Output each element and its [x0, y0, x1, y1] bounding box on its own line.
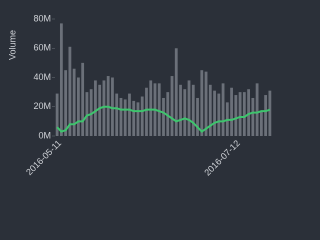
bar [191, 84, 195, 136]
line [56, 105, 271, 133]
bar [136, 102, 140, 136]
bar [64, 70, 68, 136]
bar [259, 111, 263, 136]
bar [264, 95, 268, 136]
bar [213, 90, 216, 136]
bar [174, 48, 178, 136]
bar [145, 87, 148, 136]
y-tick-label: 0M [38, 130, 51, 140]
bar [217, 93, 221, 136]
bar [85, 92, 89, 136]
bar [162, 97, 165, 136]
bar [170, 76, 174, 136]
bar [94, 80, 97, 136]
y-tick-label: 40M [33, 72, 51, 82]
bar [166, 92, 170, 136]
bar [128, 93, 131, 136]
bar [102, 80, 106, 136]
bar [234, 95, 238, 136]
bar [77, 77, 80, 136]
bar [111, 77, 114, 136]
bar [268, 90, 272, 136]
y-tick-label: 80M [33, 13, 51, 23]
bar [81, 62, 85, 136]
bar [149, 80, 153, 136]
bar [55, 93, 59, 136]
bar [187, 80, 191, 136]
bar [221, 83, 225, 136]
bar [157, 83, 161, 136]
bar [123, 99, 127, 136]
bar [179, 84, 182, 136]
bar [115, 93, 119, 136]
bar [238, 92, 242, 136]
bar [251, 97, 255, 136]
bar [140, 96, 144, 136]
bar [132, 100, 136, 136]
y-tick-label: 60M [33, 43, 51, 53]
bar [98, 84, 102, 136]
bar [68, 46, 72, 136]
bar [72, 68, 76, 136]
y-axis-label: Volume [7, 30, 17, 60]
bar [247, 89, 250, 136]
bar [89, 89, 93, 136]
background [0, 0, 272, 186]
bar [230, 87, 233, 136]
bar [183, 89, 187, 136]
bar [196, 97, 199, 136]
bar [59, 23, 63, 137]
bar [200, 70, 204, 136]
bar [255, 83, 259, 136]
bar [119, 97, 123, 136]
bar [208, 84, 212, 136]
bar [204, 71, 208, 136]
bar [242, 92, 246, 136]
y-tick-label: 20M [33, 101, 51, 111]
